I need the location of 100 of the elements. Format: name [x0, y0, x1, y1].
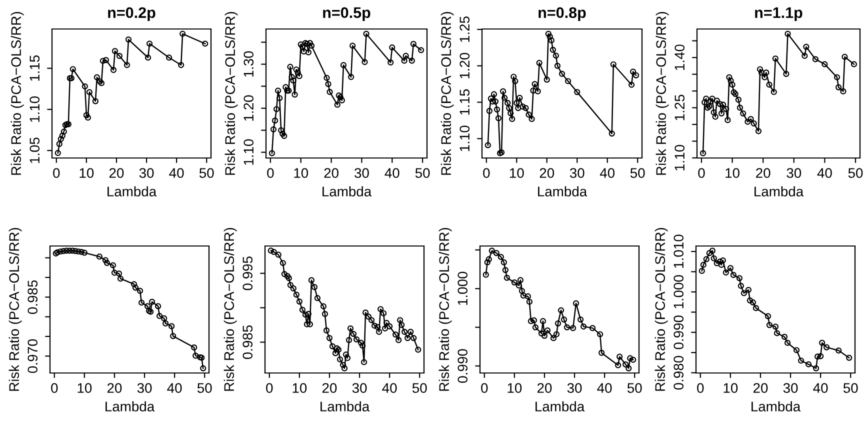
point	[290, 77, 296, 84]
point	[324, 74, 330, 81]
point	[750, 120, 757, 126]
point	[709, 248, 716, 254]
y-tick-label: 0.980	[674, 356, 684, 390]
point	[720, 102, 726, 108]
point	[706, 250, 712, 256]
point	[530, 317, 538, 324]
point	[762, 74, 768, 80]
x-tick-label: 10	[726, 168, 740, 178]
point	[111, 270, 118, 276]
point	[574, 88, 580, 96]
point	[382, 325, 388, 332]
point	[136, 288, 144, 294]
point	[515, 105, 522, 112]
point	[700, 262, 706, 268]
point	[710, 109, 717, 116]
point	[410, 334, 417, 342]
point	[308, 42, 315, 49]
point	[781, 334, 788, 340]
x-tick-label: 20	[322, 383, 337, 393]
x-tick-label: 50	[412, 383, 427, 393]
x-tick-label: 20	[756, 168, 770, 178]
point	[286, 275, 292, 282]
point	[268, 248, 274, 254]
point	[550, 335, 557, 342]
x-tick-label: 50	[197, 383, 212, 393]
point	[166, 54, 172, 61]
x-axis-title: Lambda	[536, 401, 585, 412]
point	[56, 140, 62, 147]
y-tick-label: 1.25	[460, 16, 470, 42]
y-tick-label: 0.985	[28, 280, 38, 314]
point	[766, 322, 773, 328]
y-axis-title: Risk Ratio (PCA−OLS/RR)	[224, 12, 238, 175]
point	[729, 82, 736, 88]
point	[346, 337, 352, 344]
point	[630, 68, 636, 75]
point	[528, 318, 534, 324]
point	[202, 40, 208, 47]
y-tick-label: 1.40	[674, 44, 685, 70]
point	[78, 248, 84, 255]
point	[703, 96, 710, 102]
point	[293, 66, 300, 73]
x-tick-label: 0	[481, 383, 488, 393]
point	[819, 340, 826, 346]
point	[338, 97, 345, 104]
point	[712, 114, 718, 120]
point	[57, 248, 64, 255]
point	[492, 98, 499, 105]
point	[726, 74, 732, 80]
point	[709, 96, 716, 102]
point	[541, 332, 548, 339]
point	[296, 298, 302, 305]
point	[59, 132, 66, 139]
point	[192, 352, 199, 359]
point	[348, 74, 354, 80]
point	[323, 327, 330, 334]
point	[116, 270, 122, 277]
point	[371, 322, 378, 329]
x-tick-label: 40	[597, 383, 612, 393]
point	[358, 340, 364, 346]
point	[402, 52, 409, 59]
point	[506, 105, 512, 112]
point	[850, 61, 858, 68]
point	[306, 321, 313, 328]
x-axis-title: Lambda	[752, 401, 801, 412]
point	[526, 112, 532, 118]
point	[380, 310, 387, 316]
point	[161, 315, 168, 322]
point	[299, 306, 306, 313]
y-tick-label: 1.000	[458, 272, 468, 305]
point	[69, 248, 76, 254]
point	[802, 52, 808, 59]
point	[524, 293, 532, 300]
point	[180, 30, 186, 37]
point	[763, 70, 770, 76]
point	[495, 115, 502, 122]
point	[290, 285, 296, 292]
x-tick-label: 20	[540, 168, 554, 178]
point	[553, 331, 560, 338]
point	[341, 365, 348, 372]
point	[300, 48, 307, 55]
point	[397, 317, 404, 324]
point	[273, 106, 280, 112]
x-axis-title: Lambda	[538, 186, 588, 196]
point	[718, 110, 725, 116]
point	[60, 248, 66, 254]
point	[342, 352, 350, 358]
point	[758, 70, 765, 76]
x-axis-title: Lambda	[106, 401, 155, 412]
point	[752, 305, 760, 312]
point	[520, 292, 526, 299]
point	[544, 76, 550, 83]
point	[770, 88, 777, 96]
point	[322, 310, 328, 317]
point	[727, 265, 734, 272]
x-tick-label: 0	[698, 168, 705, 178]
point	[154, 303, 162, 310]
y-axis-title: Risk Ratio (PCA−OLS/RR)	[656, 12, 669, 175]
point	[772, 55, 778, 62]
